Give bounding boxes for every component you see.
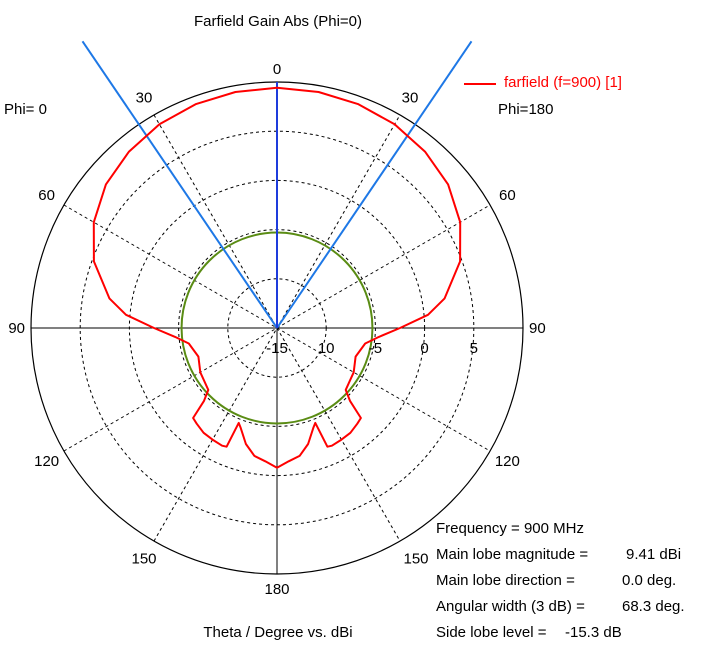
legend-swatch-farfield: [464, 83, 496, 85]
direction-label: Main lobe direction =: [436, 572, 575, 589]
angle-tick-right: 90: [529, 320, 546, 337]
radial-tick-label: 10: [318, 340, 335, 357]
phi-right-label: Phi=180: [498, 101, 554, 118]
series-line-0: [92, 86, 462, 469]
direction-value: 0.0 deg.: [622, 572, 677, 589]
angle-tick-right: 150: [403, 550, 428, 567]
radial-tick-label: 5: [470, 340, 478, 357]
beam-width-line-right: [276, 40, 473, 329]
angle-tick-left: 30: [136, 90, 153, 107]
width-label: Angular width (3 dB) =: [436, 598, 585, 615]
angle-tick-right: 30: [402, 90, 419, 107]
magnitude-label: Main lobe magnitude =: [436, 546, 589, 563]
magnitude-value: 9.41 dBi: [626, 546, 682, 563]
phi-left-label: Phi= 0: [4, 101, 47, 118]
radial-tick-label: -15: [266, 340, 288, 357]
radial-tick-label: -5: [369, 340, 382, 357]
angle-tick-left: 120: [34, 453, 59, 470]
x-axis-label: Theta / Degree vs. dBi: [203, 624, 353, 641]
angle-tick-left: 180: [264, 581, 289, 598]
frequency-label: Frequency = 900 MHz: [436, 520, 584, 537]
sidelobe-value: -15.3 dB: [565, 624, 622, 641]
width-value: 68.3 deg.: [622, 598, 685, 615]
legend-label-farfield: farfield (f=900) [1]: [504, 74, 622, 91]
angle-tick-right: 120: [495, 453, 520, 470]
sidelobe-label: Side lobe level =: [436, 624, 547, 641]
angle-tick-left: 0: [273, 61, 281, 78]
angle-tick-right: 60: [499, 187, 516, 204]
radial-tick-label: 0: [420, 340, 428, 357]
beam-width-line-left: [81, 40, 278, 329]
angle-tick-left: 150: [131, 550, 156, 567]
chart-title: Farfield Gain Abs (Phi=0): [194, 13, 362, 30]
angle-tick-left: 90: [8, 320, 25, 337]
angle-tick-left: 60: [38, 187, 55, 204]
